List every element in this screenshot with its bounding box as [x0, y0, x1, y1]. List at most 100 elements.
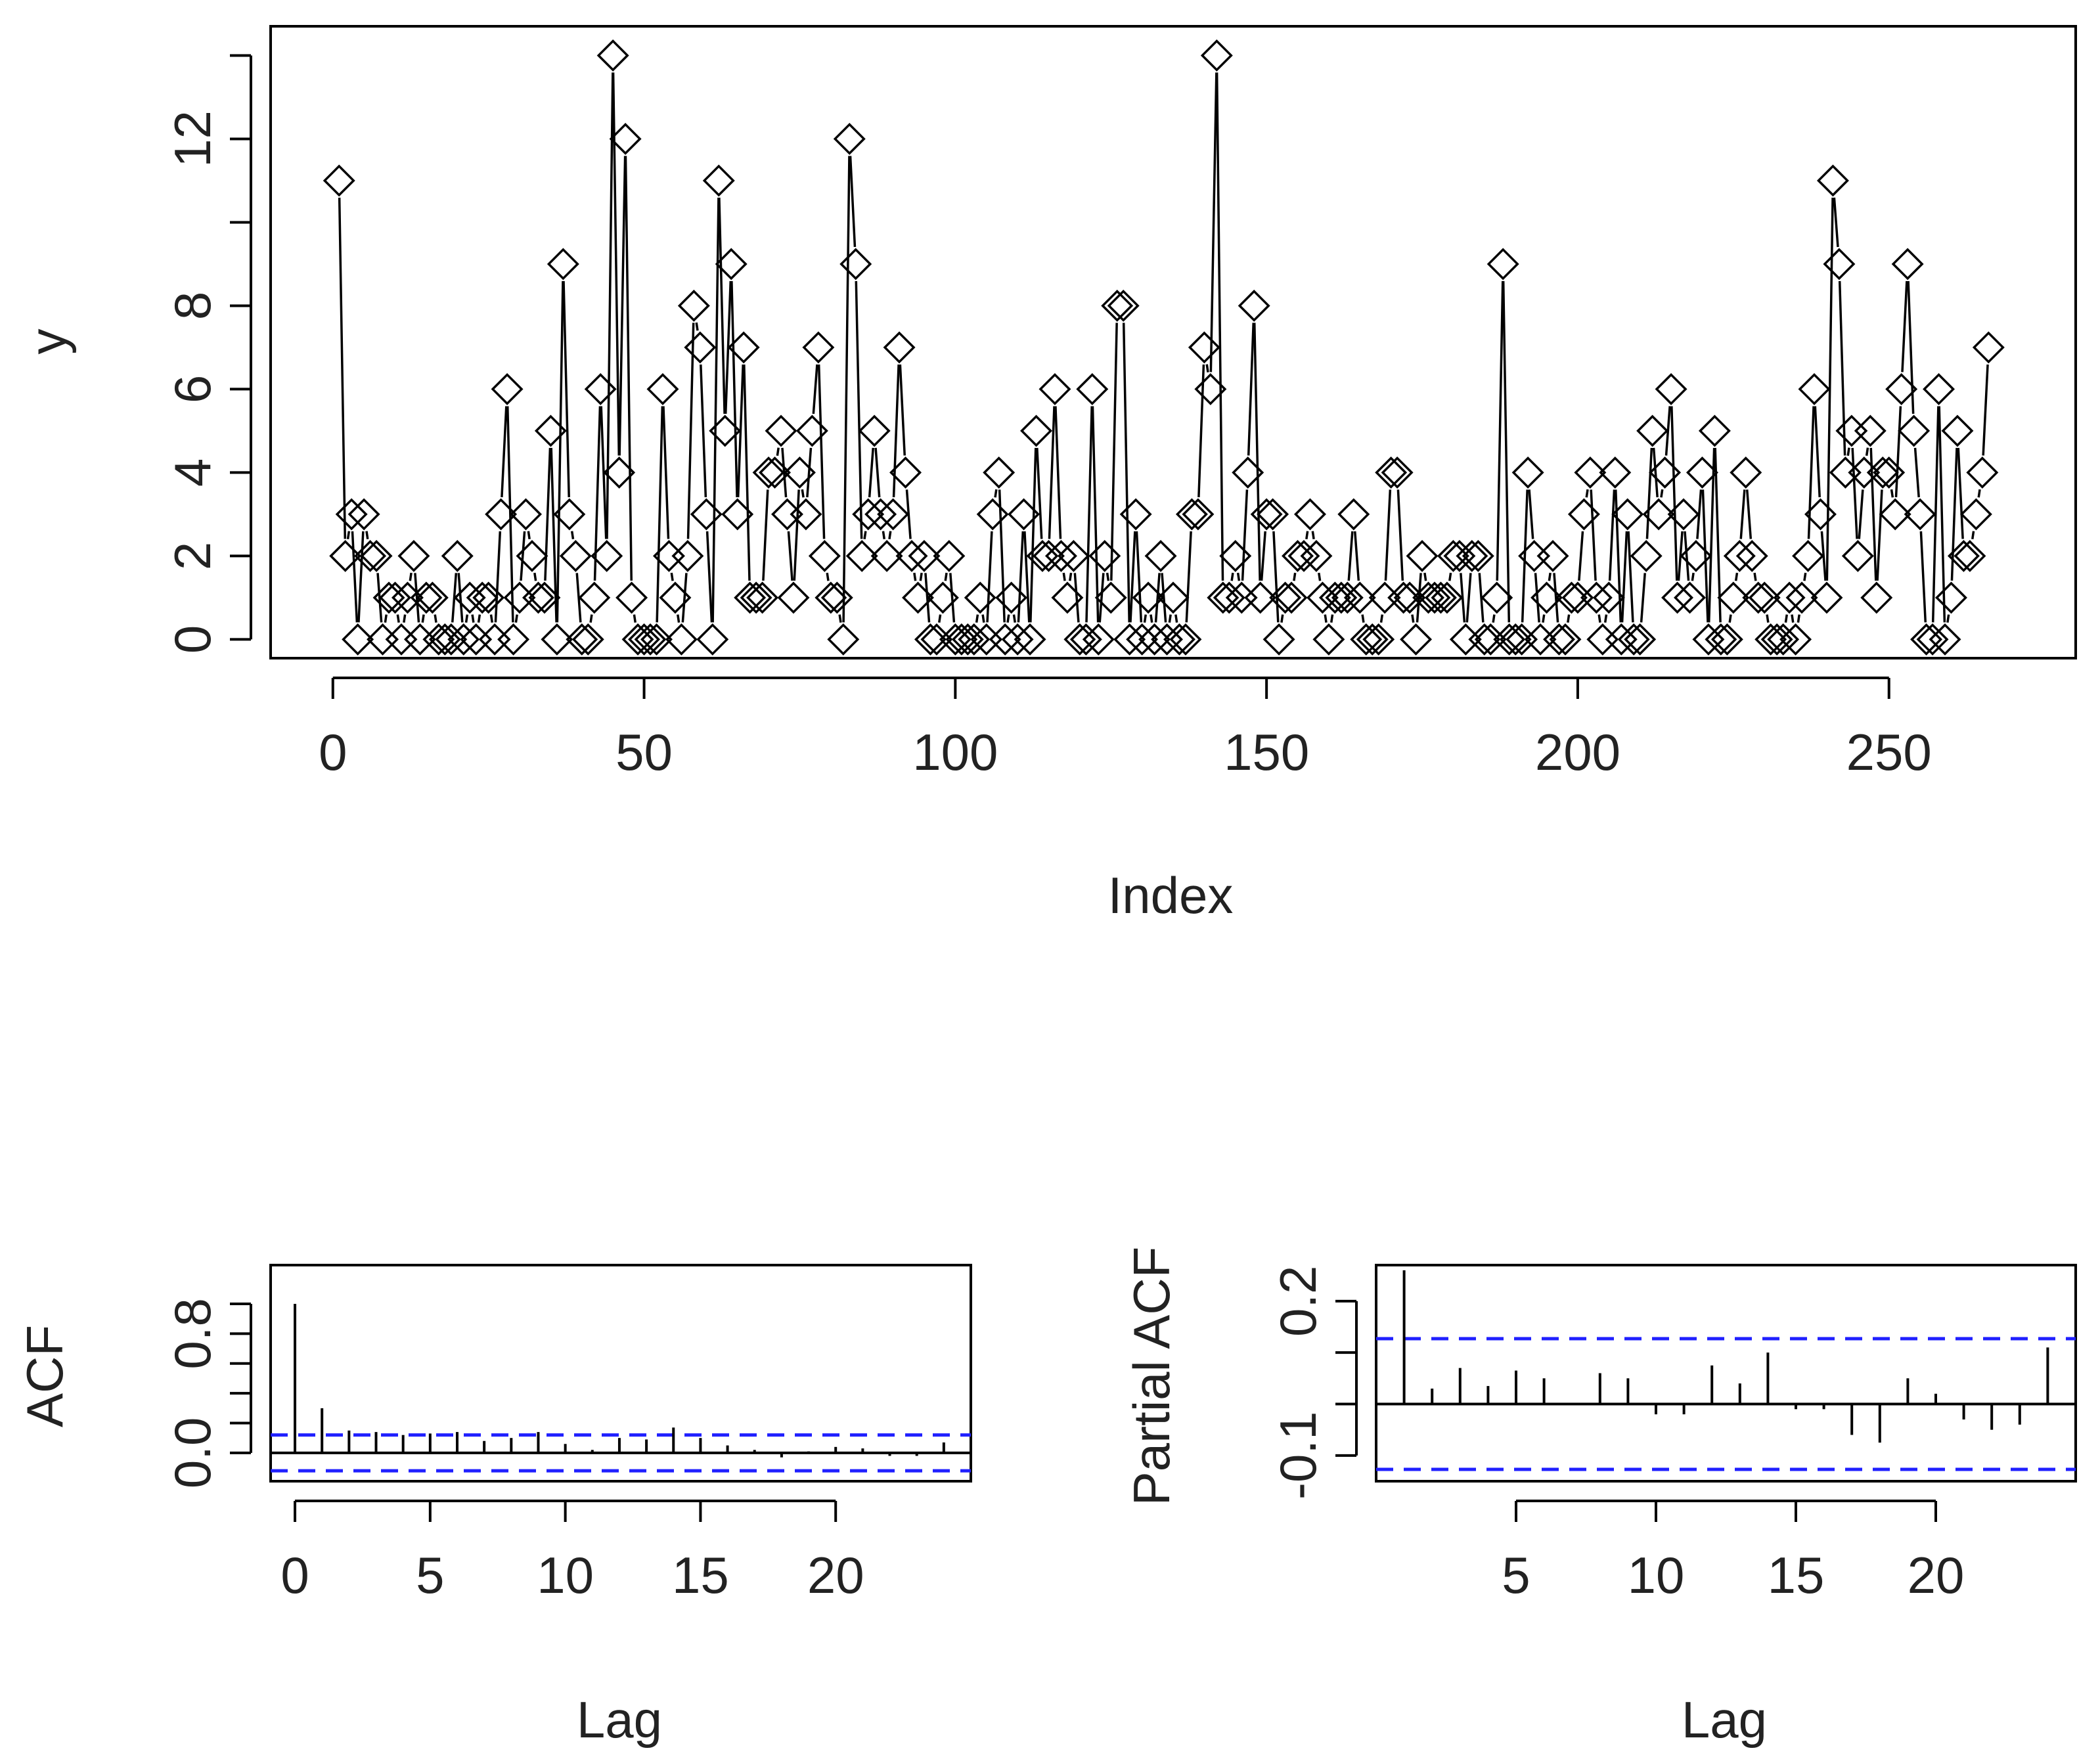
series-point [765, 414, 797, 447]
series-point [342, 623, 374, 656]
series-point [1530, 581, 1563, 614]
series-point [1717, 581, 1750, 614]
series-point [1879, 498, 1911, 531]
series-segment [776, 447, 780, 456]
series-point [1044, 539, 1077, 572]
series-point [709, 414, 742, 447]
series-point [820, 581, 853, 614]
series-segment [1890, 489, 1894, 498]
series-segment [464, 614, 469, 623]
series-segment [471, 614, 475, 623]
series-point [1424, 581, 1457, 614]
series-y-tick-label: 4 [164, 458, 221, 487]
series-point [870, 539, 903, 572]
acf-plot-frame [269, 1264, 972, 1483]
series-point [1705, 623, 1737, 656]
series-point [1599, 456, 1632, 489]
series-point [1555, 581, 1588, 614]
acf-x-tick-label: 20 [807, 1546, 864, 1604]
series-point [603, 456, 636, 489]
series-segment [434, 614, 437, 623]
series-point [721, 498, 754, 531]
series-segment [711, 197, 720, 623]
series-point [1275, 581, 1308, 614]
series-segment [1098, 573, 1105, 623]
series-segment [1858, 489, 1864, 539]
series-plot: Index y 0 50 100 150 200 250 0 2 4 6 8 12 [19, 25, 2077, 924]
series-segment [1957, 447, 1964, 539]
series-point [1730, 456, 1762, 489]
series-segment [1324, 614, 1328, 623]
series-point [926, 581, 959, 614]
series-x-tick-label: 250 [1846, 723, 1932, 781]
series-segment [1150, 614, 1153, 623]
series-segment [1379, 614, 1384, 623]
series-point [1723, 539, 1756, 572]
series-segment [1784, 614, 1789, 623]
series-point [1972, 331, 2005, 364]
series-point [690, 498, 723, 531]
series-segment [812, 364, 818, 414]
series-point [1250, 498, 1283, 531]
series-point [1916, 623, 1949, 656]
series-segment [1590, 489, 1597, 581]
series-y-axis-label: y [19, 329, 77, 355]
series-point [1642, 498, 1675, 531]
pacf-x-tick-label: 15 [1768, 1546, 1825, 1604]
series-point [1567, 498, 1600, 531]
series-segment [1846, 447, 1850, 456]
series-segment [1465, 573, 1472, 623]
series-segment [998, 489, 1006, 623]
series-segment [1209, 72, 1218, 372]
series-point [1686, 456, 1718, 489]
series-point [1779, 623, 1812, 656]
series-point [1257, 498, 1289, 531]
series-point [1400, 623, 1433, 656]
series-segment [1253, 323, 1261, 581]
series-point [1008, 498, 1040, 531]
series-point [1698, 414, 1731, 447]
series-segment [1745, 489, 1753, 539]
series-segment [1496, 280, 1504, 581]
series-point [1742, 581, 1775, 614]
series-segment [838, 614, 842, 623]
series-point [640, 623, 673, 656]
series-point [379, 581, 411, 614]
series-segment [801, 489, 805, 498]
series-segment [618, 156, 627, 456]
series-segment [1714, 447, 1722, 623]
series-point [435, 623, 468, 656]
series-point [528, 581, 561, 614]
series-segment [403, 614, 407, 623]
series-point [883, 331, 916, 364]
series-segment [842, 156, 851, 623]
series-point [677, 289, 710, 322]
series-point [1219, 539, 1252, 572]
series-segment [686, 323, 695, 539]
series-point [1792, 539, 1825, 572]
series-point [1020, 414, 1053, 447]
series-segment [1143, 614, 1147, 623]
series-point [895, 539, 928, 572]
series-segment [1670, 406, 1678, 581]
series-segment [1073, 573, 1080, 623]
series-segment [1814, 406, 1821, 498]
series-segment [570, 531, 575, 539]
series-point [472, 581, 505, 614]
series-y-tick-label: 8 [164, 292, 221, 320]
series-point [790, 498, 822, 531]
series-point [1262, 623, 1295, 656]
series-segment [1645, 447, 1653, 539]
series-segment [409, 572, 413, 581]
series-point [1580, 581, 1613, 614]
series-point [466, 581, 499, 614]
series-point [541, 623, 573, 656]
series-point [833, 122, 866, 155]
series-segment [1241, 489, 1249, 581]
series-x-tick-label: 50 [615, 723, 673, 781]
series-point [1001, 623, 1034, 656]
series-point [1138, 623, 1171, 656]
series-point [1536, 539, 1569, 572]
series-segment [1197, 364, 1205, 498]
series-segment [1627, 531, 1634, 623]
